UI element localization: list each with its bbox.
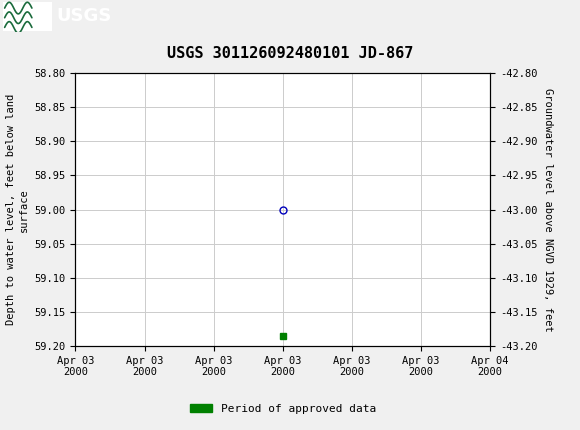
Y-axis label: Groundwater level above NGVD 1929, feet: Groundwater level above NGVD 1929, feet	[543, 88, 553, 332]
Y-axis label: Depth to water level, feet below land
surface: Depth to water level, feet below land su…	[6, 94, 29, 325]
Bar	[3, 2, 52, 31]
Legend: Period of approved data: Period of approved data	[185, 399, 380, 418]
Text: USGS: USGS	[57, 7, 112, 25]
Text: USGS 301126092480101 JD-867: USGS 301126092480101 JD-867	[167, 46, 413, 61]
